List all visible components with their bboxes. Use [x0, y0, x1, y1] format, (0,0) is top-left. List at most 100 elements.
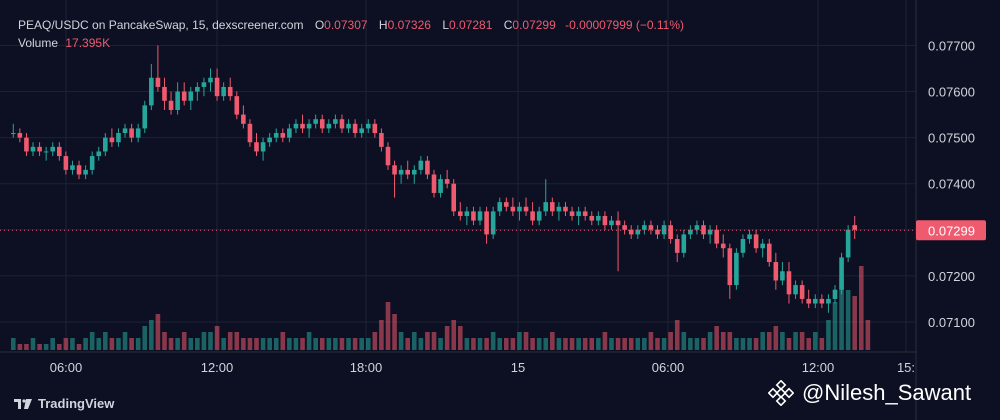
candle-body: [103, 137, 108, 152]
volume-bar: [339, 338, 345, 350]
candle-body: [720, 243, 726, 249]
candle-body: [267, 137, 272, 143]
x-tick-label: 12:00: [802, 360, 835, 375]
volume-bar: [405, 338, 411, 350]
volume-bar: [313, 338, 318, 350]
candle-body: [582, 211, 588, 216]
volume-bar: [852, 296, 858, 350]
candle-body: [241, 114, 246, 124]
candle-body: [832, 289, 838, 299]
candle-body: [576, 211, 581, 216]
candle-body: [766, 243, 772, 263]
y-tick-label: 0.07700: [928, 38, 975, 53]
candle-body: [681, 234, 687, 253]
candle-body: [714, 229, 719, 244]
volume-bar: [63, 338, 69, 350]
candle-body: [523, 206, 529, 212]
volume-bar: [674, 320, 680, 350]
volume-bar: [655, 338, 660, 350]
binance-logo-icon: [768, 380, 794, 406]
candle-body: [543, 202, 549, 212]
volume-bar: [563, 338, 568, 350]
volume-bar: [365, 338, 371, 350]
volume-bar: [57, 344, 62, 350]
volume-bar: [464, 338, 470, 350]
volume-bar: [576, 338, 581, 350]
volume-bar: [484, 338, 489, 350]
candle-body: [293, 123, 299, 129]
candle-body: [260, 142, 266, 152]
volume-bar: [43, 344, 49, 350]
volume-bar: [247, 338, 253, 350]
candle-body: [175, 91, 180, 110]
candle-body: [227, 86, 233, 97]
volume-bar: [37, 344, 42, 350]
volume-bar: [550, 332, 555, 350]
candle-body: [536, 211, 542, 221]
tradingview-brand[interactable]: TradingView: [14, 396, 114, 411]
volume-bar: [760, 332, 765, 350]
volume-bar: [609, 338, 614, 350]
candle-body: [747, 234, 752, 240]
candle-body: [162, 86, 167, 101]
volume-bar: [287, 338, 292, 350]
candle-body: [740, 239, 746, 253]
volume-bar: [135, 338, 141, 350]
volume-bar: [89, 332, 95, 350]
volume-bar: [615, 338, 621, 350]
volume-bar: [490, 332, 496, 350]
candle-body: [96, 151, 102, 157]
legend-ohlc-row: PEAQ/USDC on PancakeSwap, 15, dexscreene…: [18, 16, 684, 34]
volume-bar: [701, 338, 706, 350]
candle-body: [346, 123, 351, 129]
candle-body: [188, 91, 194, 101]
volume-label: Volume: [18, 36, 59, 50]
volume-bar: [839, 278, 844, 350]
volume-bar: [221, 338, 226, 350]
volume-bar: [622, 338, 627, 350]
candle-body: [457, 211, 463, 216]
candle-body: [300, 123, 305, 129]
volume-bar: [582, 338, 588, 350]
volume-bar: [346, 338, 351, 350]
volume-bar: [681, 332, 687, 350]
volume-bar: [766, 332, 772, 350]
candle-body: [221, 86, 226, 97]
candle-body: [602, 215, 608, 226]
volume-bar: [431, 332, 437, 350]
volume-bar: [24, 344, 29, 350]
candle-body: [642, 225, 647, 230]
candle-body: [464, 211, 470, 216]
volume-bar: [596, 338, 601, 350]
volume-bar: [826, 320, 831, 350]
y-tick-label: 0.07200: [928, 269, 975, 284]
volume-bar: [477, 338, 483, 350]
volume-bar: [714, 326, 719, 350]
volume-bar: [372, 332, 378, 350]
volume-bar: [234, 332, 240, 350]
x-tick-label: 18:00: [350, 360, 383, 375]
candle-body: [50, 146, 56, 152]
volume-bar: [832, 302, 838, 350]
candle-body: [116, 133, 121, 143]
candle-body: [201, 82, 207, 87]
volume-bar: [50, 338, 56, 350]
x-tick-label: 12:00: [201, 360, 234, 375]
candle-body: [10, 133, 16, 135]
volume-bar: [858, 266, 864, 350]
volume-bar: [694, 338, 700, 350]
open-label: O: [314, 18, 325, 32]
close-label: C: [503, 18, 513, 32]
volume-bar: [648, 332, 654, 350]
candle-body: [609, 220, 614, 226]
volume-bar: [260, 338, 266, 350]
candle-body: [451, 183, 457, 212]
volume-bar: [392, 314, 397, 350]
candle-body: [799, 285, 805, 299]
legend-volume-row: Volume 17.395K: [18, 34, 684, 52]
y-tick-label: 0.07100: [928, 315, 975, 330]
close-value: 0.07299: [512, 18, 556, 32]
volume-bar: [333, 338, 338, 350]
current-price-label: 0.07299: [928, 223, 975, 238]
